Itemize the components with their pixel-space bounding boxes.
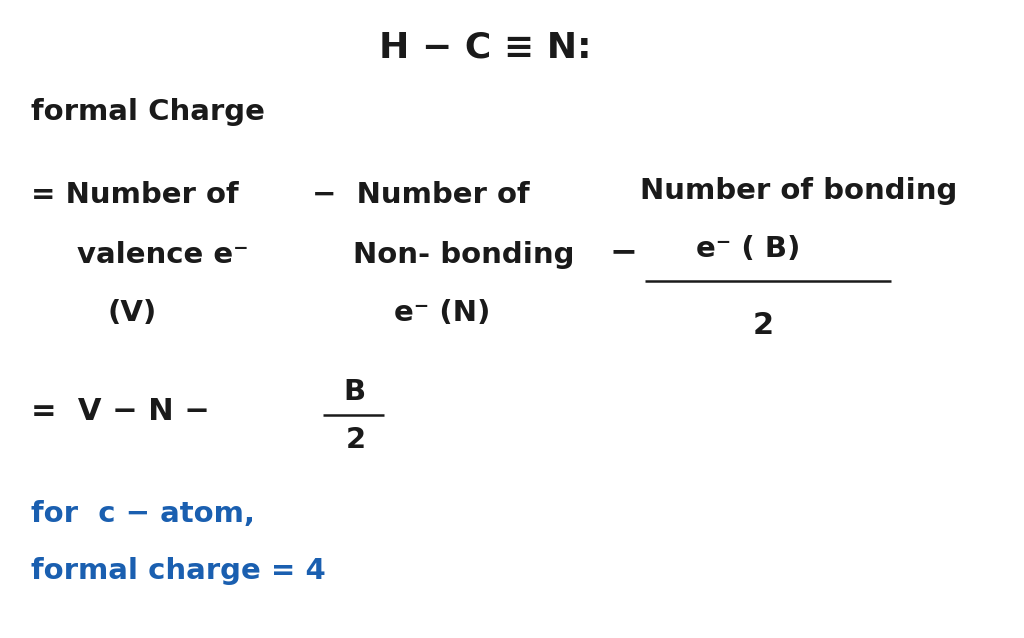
Text: e⁻ (N): e⁻ (N) [394,299,490,327]
Text: H − C ≡ N:: H − C ≡ N: [379,31,592,65]
Text: valence e⁻: valence e⁻ [77,241,249,269]
Text: −  Number of: − Number of [312,181,530,209]
Text: Number of bonding: Number of bonding [640,177,957,205]
Text: formal Charge: formal Charge [31,98,264,126]
Text: = Number of: = Number of [31,181,239,209]
Text: =  V − N −: = V − N − [31,397,210,426]
Text: 2: 2 [753,311,774,340]
Text: B: B [343,378,366,406]
Text: 2: 2 [346,426,367,454]
Text: −: − [609,235,637,269]
Text: formal charge = 4: formal charge = 4 [31,557,326,585]
Text: for  c − atom,: for c − atom, [31,500,255,528]
Text: e⁻ ( B): e⁻ ( B) [696,235,801,263]
Text: Non- bonding: Non- bonding [353,241,574,269]
Text: (V): (V) [108,299,157,327]
